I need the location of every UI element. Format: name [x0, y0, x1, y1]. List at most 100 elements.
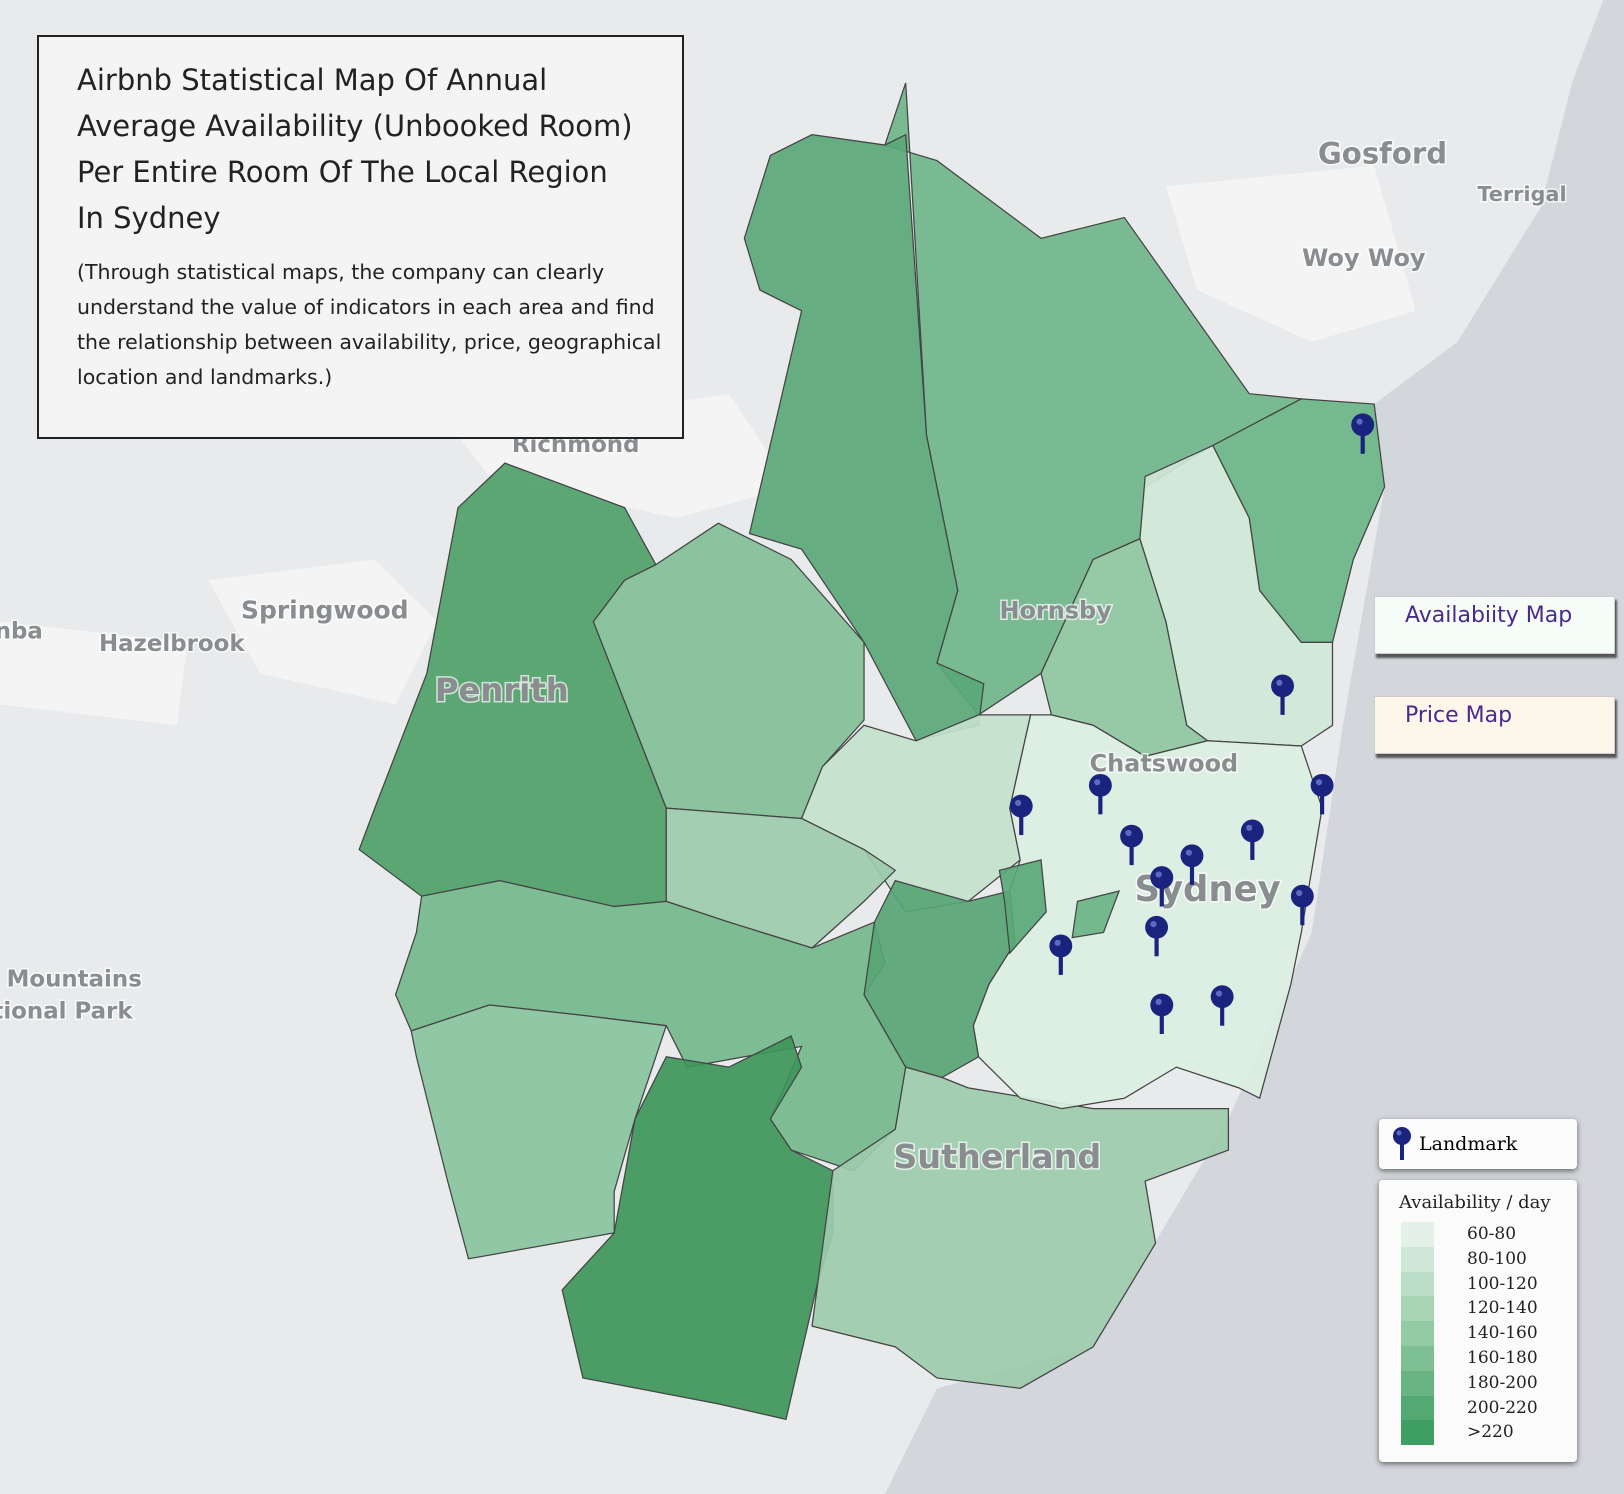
pin-shine [1185, 849, 1192, 856]
pin-shine [1015, 799, 1022, 807]
landmark-pin [1310, 773, 1334, 815]
price-map-button[interactable]: Price Map [1374, 696, 1615, 754]
legend-label: 80-100 [1467, 1248, 1527, 1269]
legend-swatch [1401, 1271, 1434, 1297]
place-label: Springwood [241, 595, 409, 624]
legend-label: 180-200 [1467, 1372, 1538, 1393]
landmark-pin [1009, 794, 1033, 836]
pin-head [1009, 794, 1033, 818]
region [998, 859, 1047, 955]
pin-shine [1215, 990, 1223, 997]
landmark-pin [1120, 824, 1144, 866]
place-label: tional Park [0, 999, 133, 1025]
pin-head [1290, 884, 1314, 908]
landmark-pin [1145, 915, 1169, 957]
legend-swatch [1401, 1395, 1434, 1421]
landmark-pin [1351, 413, 1375, 454]
landmark-pin [1240, 819, 1264, 860]
subtitle: (Through statistical maps, the company c… [77, 260, 662, 389]
pin-head [1088, 773, 1112, 797]
region [800, 714, 1032, 913]
pin-stem [1159, 883, 1164, 907]
urban-areas [0, 165, 1416, 726]
place-label: Chatswood [1090, 750, 1239, 778]
landmarks [1009, 413, 1375, 1034]
pin-stem [1360, 431, 1365, 454]
place-label: Gosford [1318, 136, 1447, 170]
pin-icon [1393, 1127, 1411, 1160]
pin-head [1210, 985, 1234, 1009]
place-label: Hazelbrook [99, 631, 245, 657]
pin-head [1150, 866, 1174, 889]
legend-swatch [1401, 1370, 1434, 1396]
legend-label: >220 [1467, 1422, 1514, 1443]
pin-stem [1250, 837, 1255, 860]
legend-swatch [1401, 1420, 1434, 1446]
pin-shine [1356, 418, 1363, 425]
pin-stem [1058, 952, 1063, 975]
legend-label: 160-180 [1467, 1348, 1538, 1368]
pin-shine [1276, 679, 1283, 686]
landmark-pin [1271, 674, 1294, 715]
pin-stem [1280, 692, 1285, 715]
pin-stem [1098, 791, 1103, 815]
place-label: Woy Woy [1302, 244, 1426, 272]
pin-stem [1189, 862, 1195, 885]
legend-label: 140-160 [1467, 1323, 1538, 1344]
legend: Availability / day 60-80 80-100 100-120 120… [1379, 1180, 1577, 1462]
pin-shine [1054, 939, 1061, 946]
pin-head [1310, 773, 1334, 797]
legend-title: Availability / day [1399, 1192, 1551, 1213]
availability-map-button[interactable]: Availabiity Map [1374, 596, 1615, 654]
landmark-pin [1290, 884, 1314, 926]
landmark-legend: Landmark [1379, 1119, 1577, 1169]
landmark-pin [1150, 993, 1174, 1034]
legend-swatch [1401, 1346, 1434, 1371]
landmark-label: Landmark [1419, 1133, 1518, 1155]
pin-head [1049, 934, 1073, 958]
pin-shine [1296, 889, 1303, 897]
pin-head [1240, 819, 1264, 843]
landmark-pin [1180, 844, 1204, 885]
legend-label: 120-140 [1467, 1298, 1538, 1319]
title-box: Airbnb Statistical Map Of Annual Average… [37, 35, 684, 439]
pin-stem [1129, 842, 1134, 866]
pin-head [1180, 844, 1204, 868]
landmark-pin [1150, 866, 1174, 907]
legend-label: 200-220 [1467, 1397, 1538, 1418]
place-label: Sutherland [893, 1137, 1101, 1176]
place-label: nba [0, 619, 43, 645]
legend-swatch [1401, 1222, 1434, 1247]
pin-stem [1320, 791, 1325, 815]
legend-swatch [1401, 1246, 1434, 1272]
pin-shine [1094, 779, 1101, 786]
region [410, 1004, 668, 1260]
landmark-pin [1088, 773, 1112, 815]
region [1071, 890, 1121, 939]
landmark-pin [1210, 985, 1234, 1026]
pin-head [1120, 824, 1144, 848]
pin-shine [1125, 829, 1132, 837]
landmark-pin [1049, 934, 1073, 975]
pin-stem [1154, 933, 1159, 957]
place-label: Penrith [435, 671, 569, 709]
pin-shine [1246, 824, 1253, 831]
pin-head [1351, 413, 1375, 437]
legend-label: 60-80 [1467, 1224, 1517, 1244]
place-label: Terrigal [1477, 182, 1566, 206]
legend-swatch [1401, 1321, 1434, 1347]
pin-shine [1155, 871, 1162, 878]
legend-label: 100-120 [1467, 1273, 1538, 1294]
place-label: e Mountains [0, 967, 142, 993]
pin-head [1145, 915, 1169, 939]
pin-stem [1220, 1002, 1225, 1026]
place-label: Hornsby [999, 596, 1112, 624]
pin-shine [1315, 779, 1323, 786]
pin-head [1271, 674, 1294, 698]
title: Airbnb Statistical Map Of Annual Average… [77, 63, 633, 235]
pin-shine [1155, 998, 1162, 1005]
pin-stem [1019, 812, 1024, 836]
